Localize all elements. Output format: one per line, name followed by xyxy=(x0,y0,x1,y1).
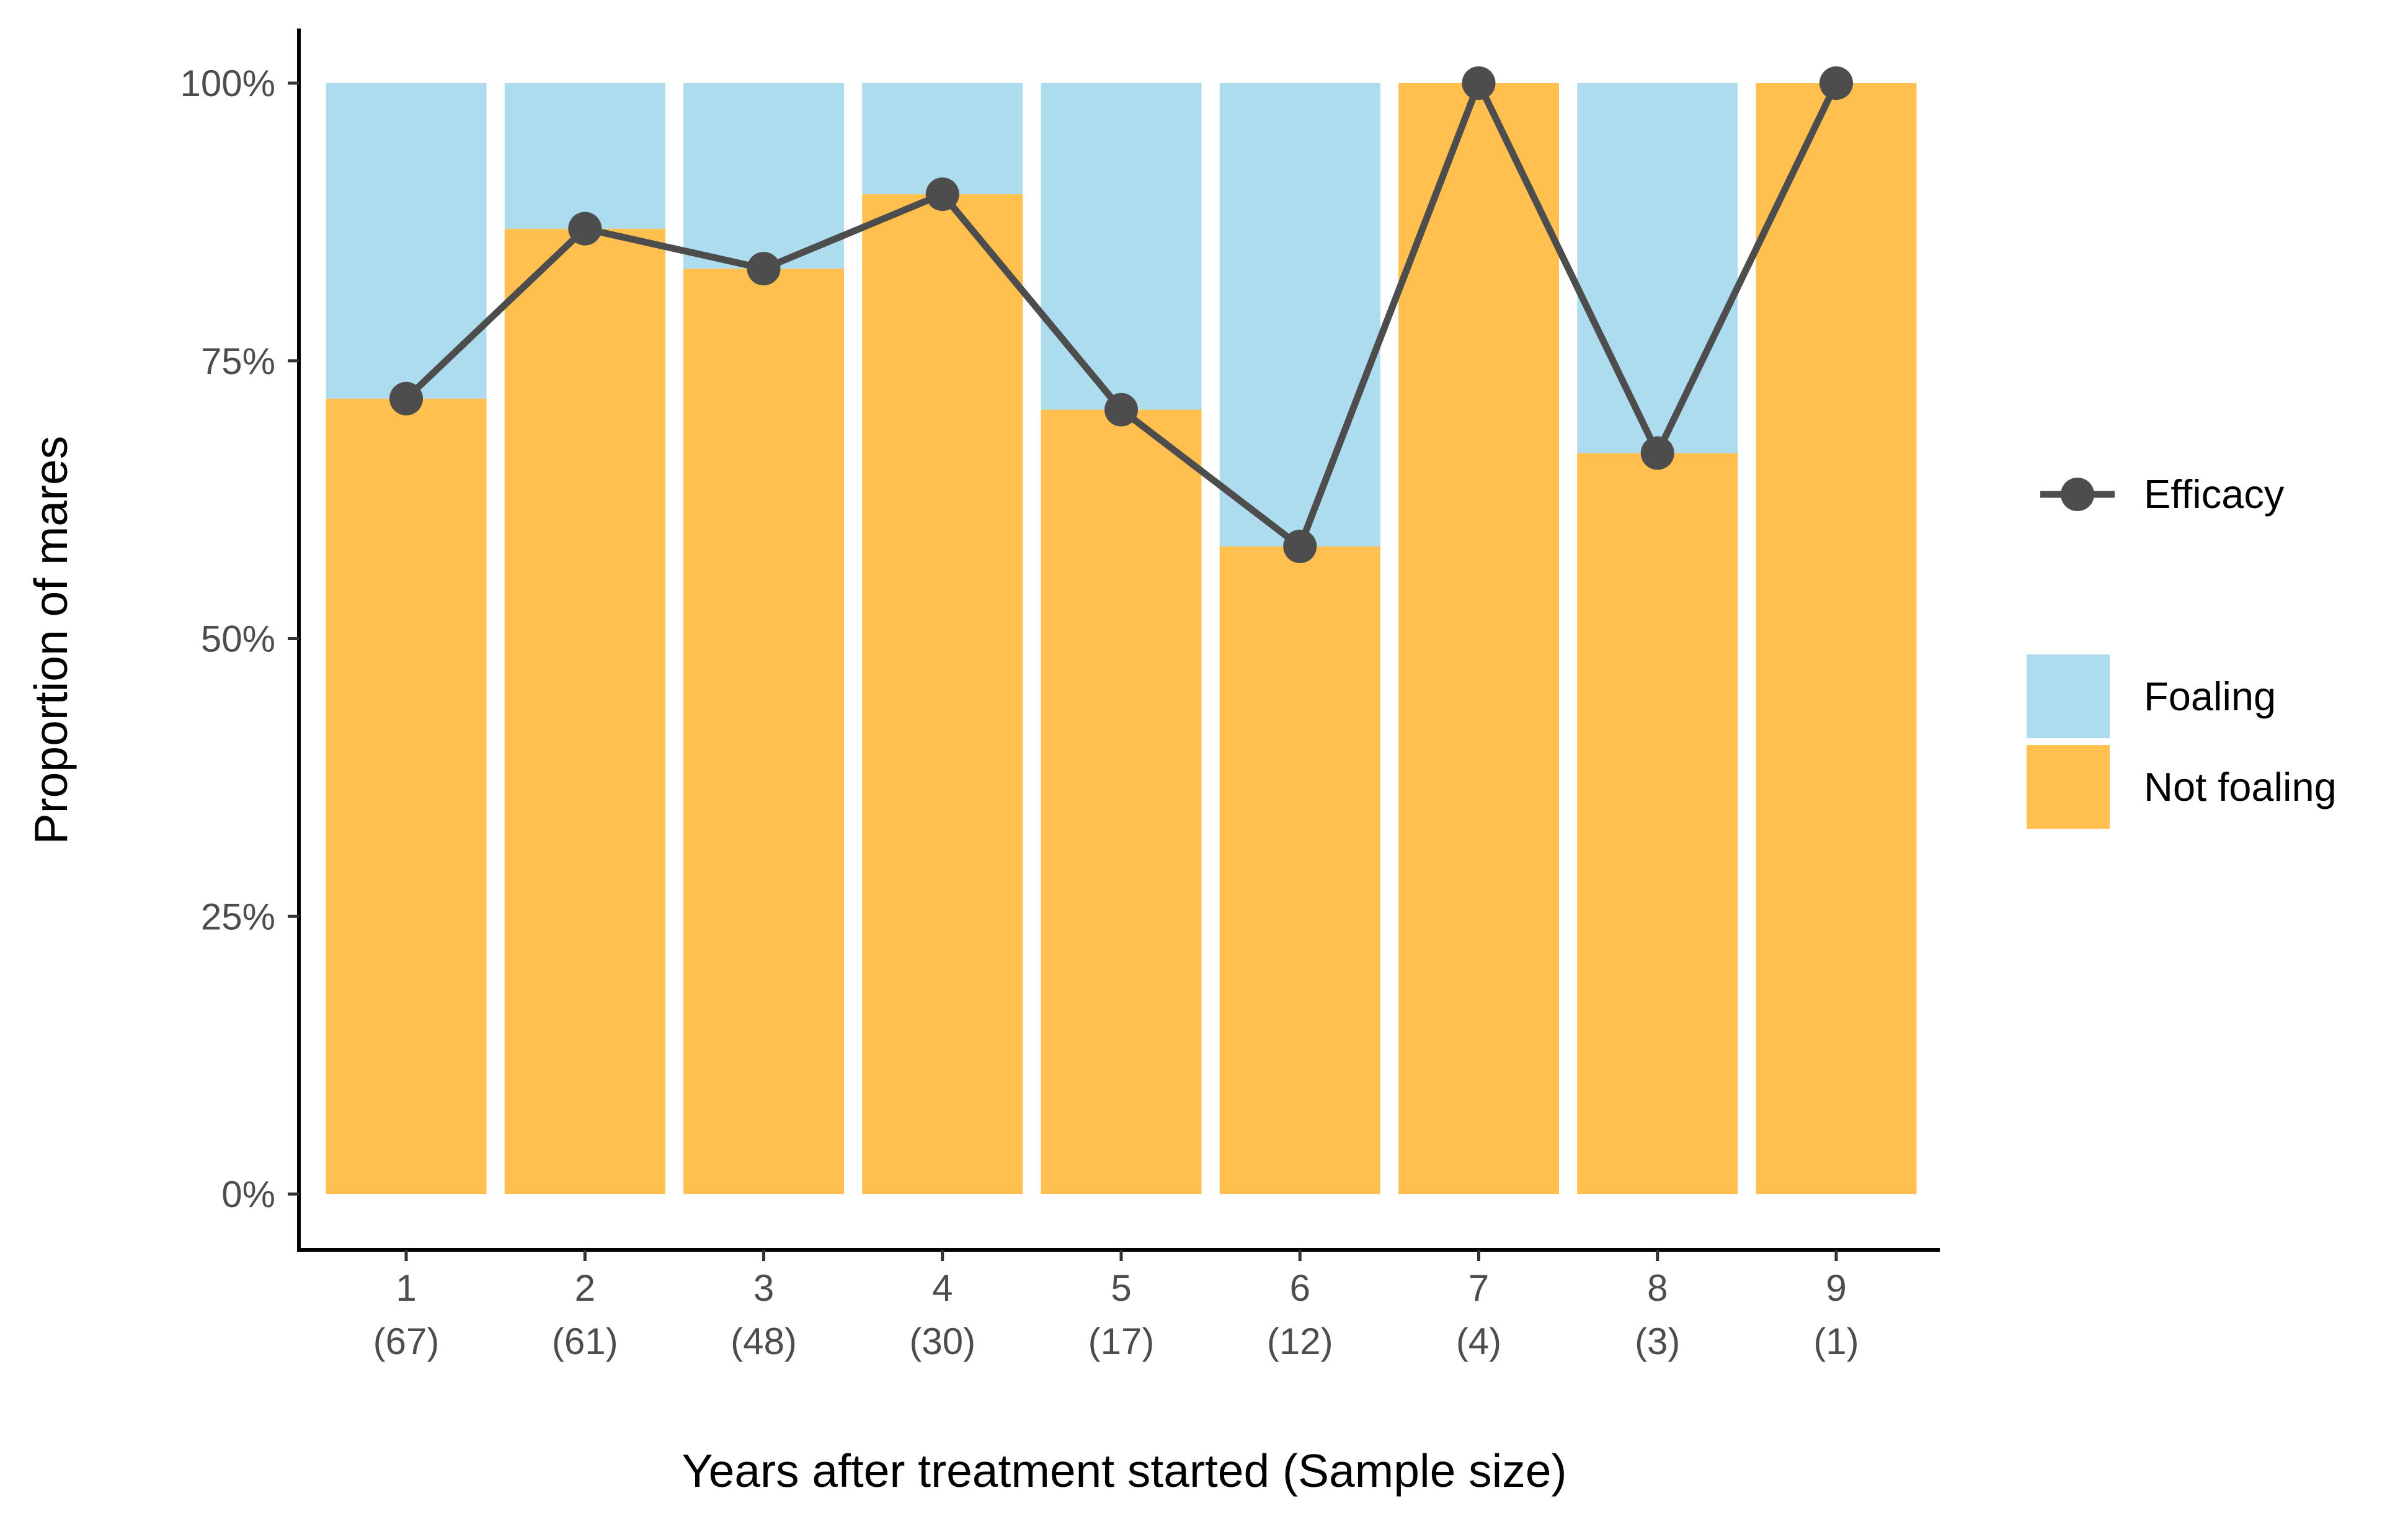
x-tick-label-year: 2 xyxy=(575,1267,595,1309)
efficacy-point-8 xyxy=(1640,436,1674,470)
x-tick-label-sample-size: (61) xyxy=(552,1321,618,1362)
efficacy-point-4 xyxy=(925,177,959,212)
efficacy-point-5 xyxy=(1104,393,1138,427)
x-tick-label-sample-size: (48) xyxy=(731,1321,797,1362)
y-tick-label: 25% xyxy=(201,896,275,937)
tick-labels: 0% 25% 50% 75% 100% 1 (67) 2 (61) 3 (48) 4 (30) 5 (17)… xyxy=(180,63,1859,1362)
legend-efficacy: Efficacy xyxy=(2040,471,2285,517)
bar-not-foaling-9 xyxy=(1756,83,1917,1194)
x-tick-label-sample-size: (4) xyxy=(1456,1321,1501,1362)
x-tick-label-sample-size: (17) xyxy=(1088,1321,1155,1362)
legend-not-foaling: Not foaling xyxy=(2027,745,2337,829)
bar-foaling-3 xyxy=(683,83,844,269)
legend-not-foaling-swatch xyxy=(2027,745,2110,829)
bar-foaling-4 xyxy=(862,83,1023,195)
x-tick-label-year: 5 xyxy=(1111,1267,1131,1309)
bars-layer xyxy=(326,83,1917,1195)
legend-efficacy-label: Efficacy xyxy=(2144,471,2285,517)
bar-not-foaling-1 xyxy=(326,398,487,1194)
x-tick-label-year: 4 xyxy=(932,1267,953,1309)
legend-not-foaling-label: Not foaling xyxy=(2144,764,2337,809)
bar-foaling-8 xyxy=(1577,83,1738,453)
legend-foaling-label: Foaling xyxy=(2144,674,2276,719)
efficacy-line-layer xyxy=(389,66,1853,563)
bar-foaling-1 xyxy=(326,83,487,399)
bar-not-foaling-2 xyxy=(504,228,665,1195)
y-tick-label: 50% xyxy=(201,618,275,660)
x-tick-label-sample-size: (3) xyxy=(1635,1321,1680,1362)
efficacy-point-6 xyxy=(1283,529,1317,563)
efficacy-point-1 xyxy=(389,381,423,416)
legend-foaling: Foaling xyxy=(2027,654,2276,738)
x-tick-label-year: 8 xyxy=(1647,1267,1668,1309)
x-tick-label-year: 6 xyxy=(1290,1267,1310,1309)
bar-foaling-6 xyxy=(1219,83,1380,546)
x-tick-label-year: 1 xyxy=(396,1267,416,1309)
bar-not-foaling-7 xyxy=(1398,83,1559,1194)
efficacy-point-7 xyxy=(1462,66,1496,100)
x-tick-label-year: 9 xyxy=(1826,1267,1846,1309)
efficacy-point-3 xyxy=(747,252,781,286)
bar-foaling-5 xyxy=(1041,83,1202,410)
y-axis-title: Proportion of mares xyxy=(25,436,77,845)
legend-efficacy-marker xyxy=(2061,478,2094,511)
legend-foaling-swatch xyxy=(2027,654,2110,738)
x-tick-label-year: 7 xyxy=(1468,1267,1489,1309)
bar-not-foaling-6 xyxy=(1219,546,1380,1195)
bar-not-foaling-5 xyxy=(1041,409,1202,1195)
efficacy-point-2 xyxy=(568,212,602,246)
x-axis-title: Years after treatment started (Sample si… xyxy=(682,1445,1566,1497)
y-tick-label: 0% xyxy=(221,1174,275,1215)
bar-not-foaling-4 xyxy=(862,194,1023,1195)
bar-not-foaling-3 xyxy=(683,269,844,1195)
x-tick-label-sample-size: (1) xyxy=(1813,1321,1859,1362)
legend: Efficacy Foaling Not foaling xyxy=(2027,471,2337,829)
axes xyxy=(288,29,1940,1261)
bar-not-foaling-8 xyxy=(1577,453,1738,1194)
y-tick-label: 100% xyxy=(180,63,275,104)
y-tick-label: 75% xyxy=(201,341,275,382)
x-tick-label-sample-size: (12) xyxy=(1267,1321,1333,1362)
efficacy-point-9 xyxy=(1819,66,1853,100)
x-tick-label-year: 3 xyxy=(753,1267,774,1309)
x-tick-label-sample-size: (67) xyxy=(373,1321,440,1362)
x-tick-label-sample-size: (30) xyxy=(909,1321,975,1362)
bar-foaling-2 xyxy=(504,83,665,229)
